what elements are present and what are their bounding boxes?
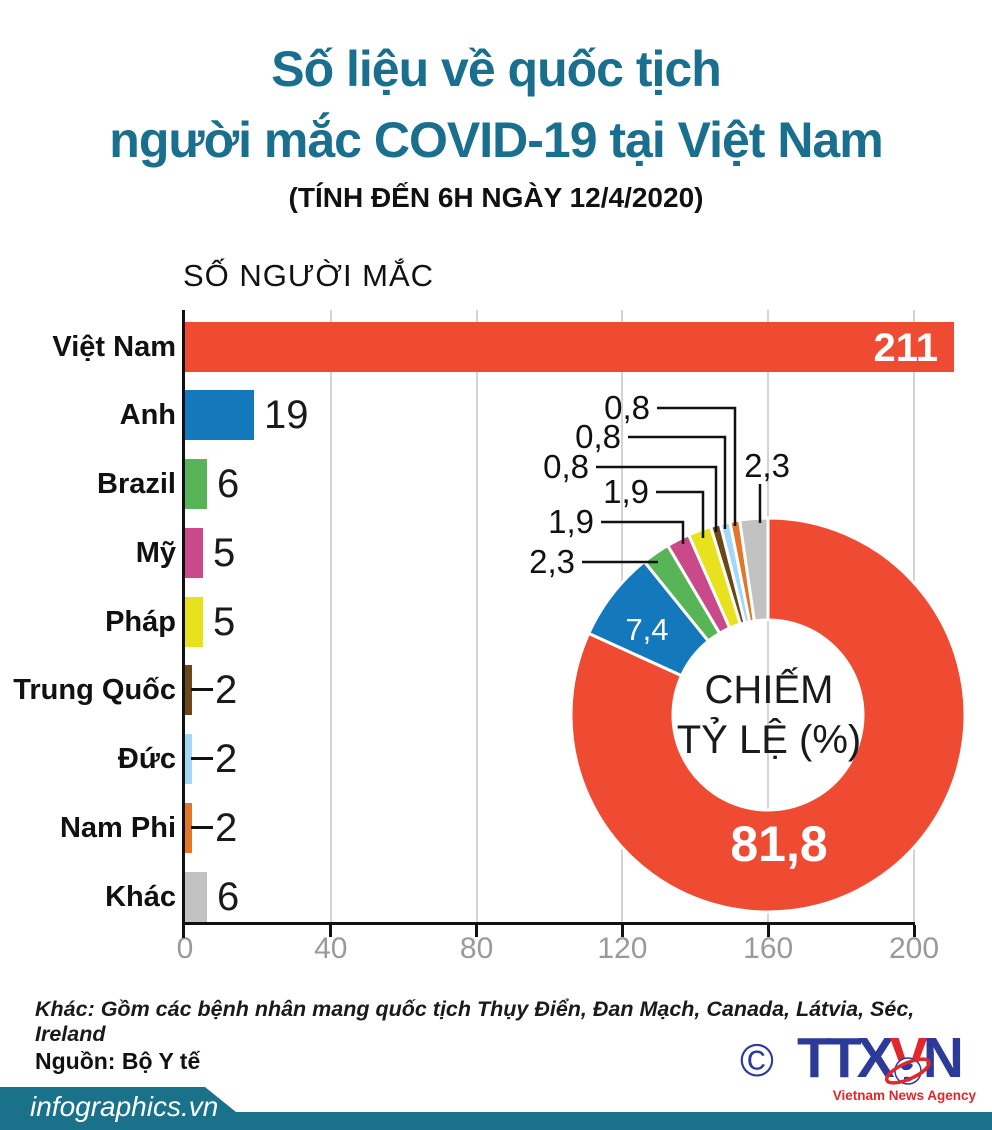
tick-label-x-80: 80 xyxy=(459,932,494,965)
footnote: Khác: Gồm các bệnh nhân mang quốc tịch T… xyxy=(35,997,915,1046)
value-leader-7 xyxy=(191,825,213,829)
value-label-8: 6 xyxy=(217,874,240,919)
page-subtitle: (TÍNH ĐẾN 6H NGÀY 12/4/2020) xyxy=(288,182,704,213)
bar-1 xyxy=(185,390,254,441)
bar-chart-title: SỐ NGƯỜI MẮC xyxy=(183,258,435,293)
tick-x-40 xyxy=(329,925,333,937)
value-leader-5 xyxy=(191,688,213,692)
y-axis xyxy=(182,310,185,938)
category-label-3: Mỹ xyxy=(135,536,176,569)
category-label-5: Trung Quốc xyxy=(13,674,176,707)
bar-3 xyxy=(185,527,203,578)
agency-label: Vietnam News Agency xyxy=(832,1088,976,1103)
value-label-4: 5 xyxy=(213,599,236,644)
bar-7 xyxy=(185,802,192,853)
tick-x-200 xyxy=(912,925,916,937)
bar-0 xyxy=(185,321,954,372)
value-label-0: 211 xyxy=(873,325,938,370)
gridline-x-200 xyxy=(913,310,915,922)
category-label-2: Brazil xyxy=(97,468,176,500)
value-label-1: 19 xyxy=(264,393,309,438)
gridline-x-40 xyxy=(329,310,332,922)
tick-label-x-200: 200 xyxy=(888,932,940,965)
value-leader-6 xyxy=(191,757,213,760)
banner-shape xyxy=(0,1087,992,1130)
value-label-2: 6 xyxy=(217,462,240,506)
tick-x-80 xyxy=(475,925,479,937)
bar-8 xyxy=(185,871,207,922)
logo-n: N xyxy=(922,1026,964,1090)
bar-4 xyxy=(185,596,203,647)
page-title-line1: Số liệu về quốc tịch xyxy=(271,41,722,97)
value-label-3: 5 xyxy=(213,530,236,575)
page-title: Số liệu về quốc tịch người mắc COVID-19 … xyxy=(0,34,992,176)
category-label-0: Việt Nam xyxy=(52,330,176,363)
tick-label-x-40: 40 xyxy=(314,932,348,965)
category-label-4: Pháp xyxy=(105,605,176,638)
tick-label-x-120: 120 xyxy=(597,932,648,965)
site-label: infographics.vn xyxy=(30,1091,219,1122)
gridline-x-160 xyxy=(767,310,770,922)
tick-label-x-160: 160 xyxy=(743,932,794,965)
source-label: Nguồn: Bộ Y tế xyxy=(35,1048,201,1074)
value-label-7: 2 xyxy=(215,805,238,850)
category-label-1: Anh xyxy=(119,399,176,432)
gridline-x-80 xyxy=(475,310,478,922)
logo-ttx: TTX xyxy=(797,1026,895,1090)
bar-5 xyxy=(185,665,192,716)
category-label-8: Khác xyxy=(105,880,176,913)
bottom-banner xyxy=(0,1087,992,1130)
tick-x-120 xyxy=(620,925,624,937)
value-label-6: 2 xyxy=(215,737,238,781)
value-label-5: 2 xyxy=(215,668,238,713)
category-label-7: Nam Phi xyxy=(59,811,176,844)
tick-x-160 xyxy=(766,925,770,937)
globe-icon xyxy=(884,1057,932,1085)
tick-label-x-0: 0 xyxy=(176,932,194,965)
ttxvn-letters: TTXVN xyxy=(797,1026,964,1090)
gridline-x-120 xyxy=(621,310,624,922)
category-label-6: Đức xyxy=(117,743,176,775)
bar-6 xyxy=(185,734,192,784)
bar-2 xyxy=(185,459,207,509)
copyright-icon: © xyxy=(740,1034,774,1086)
x-axis xyxy=(182,922,915,925)
page-title-line2: người mắc COVID-19 tại Việt Nam xyxy=(109,112,883,168)
